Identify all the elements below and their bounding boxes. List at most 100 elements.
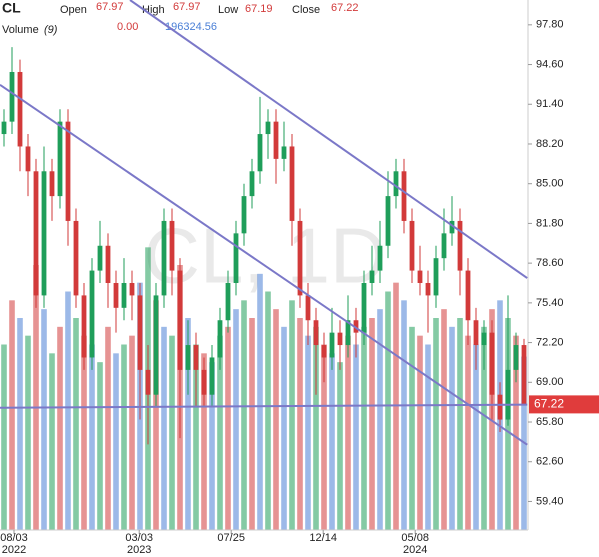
candle-body <box>281 146 287 159</box>
candle-body <box>81 295 87 358</box>
candle-body <box>105 245 111 283</box>
y-tick-label: 81.80 <box>536 217 564 229</box>
volume-bar <box>209 362 215 530</box>
volume-bar <box>457 318 463 530</box>
volume-bar <box>441 309 447 530</box>
volume-bar <box>433 318 439 530</box>
volume-bar <box>425 344 431 530</box>
candle-body <box>97 245 103 271</box>
candle-body <box>377 245 383 271</box>
y-tick-label: 72.20 <box>536 336 564 348</box>
volume-bar <box>105 326 111 530</box>
volume-bar <box>473 344 479 530</box>
volume-period: (9) <box>44 24 58 36</box>
volume-bar <box>377 309 383 530</box>
candle-body <box>409 220 415 271</box>
volume-bar <box>249 318 255 530</box>
candle-body <box>497 394 503 420</box>
volume-bar <box>161 326 167 530</box>
volume-bar <box>113 353 119 530</box>
open-label: Open <box>60 4 87 16</box>
y-tick-label: 62.60 <box>536 456 564 468</box>
candle-body <box>337 332 343 346</box>
candle-body <box>353 320 359 333</box>
volume-bar <box>193 344 199 530</box>
volume-bar <box>81 335 87 530</box>
volume-bar <box>233 309 239 530</box>
candle-body <box>521 345 527 405</box>
volume-bar <box>449 326 455 530</box>
y-tick-label: 91.40 <box>536 98 564 110</box>
candle-body <box>177 270 183 370</box>
candle-body <box>265 121 271 135</box>
volume-bar <box>201 353 207 530</box>
candle-body <box>441 233 447 259</box>
open-value: 67.97 <box>96 1 124 13</box>
y-tick-label: 78.60 <box>536 257 564 269</box>
candle-body <box>393 171 399 197</box>
watermark: CL, 1D <box>144 212 387 300</box>
candle-body <box>481 332 487 346</box>
volume-bar <box>361 326 367 530</box>
last-price-tag <box>529 395 599 414</box>
volume-bar <box>321 344 327 530</box>
candle-body <box>209 357 215 395</box>
volume-bar <box>329 353 335 530</box>
symbol: CL <box>2 0 21 16</box>
candle-body <box>161 220 167 296</box>
candle-body <box>145 369 151 395</box>
volume-bar <box>121 344 127 530</box>
volume-bar <box>89 344 95 530</box>
volume-bar <box>153 300 159 530</box>
candle-body <box>65 121 71 221</box>
x-tick-year: 2023 <box>127 544 151 556</box>
volume-bar <box>25 335 31 530</box>
volume-bar <box>17 318 23 530</box>
candle-body <box>217 320 223 358</box>
x-tick-year: 2022 <box>2 544 26 556</box>
volume-bar <box>1 344 7 530</box>
candle-body <box>329 332 335 358</box>
candle-body <box>129 282 135 296</box>
volume-bar <box>481 326 487 530</box>
volume-bar <box>273 309 279 530</box>
volume-bar <box>225 326 231 530</box>
candle-body <box>289 146 295 221</box>
candle-body <box>153 295 159 395</box>
x-tick-label: 05/08 <box>401 532 429 544</box>
candle-body <box>513 345 519 370</box>
candle-body <box>417 270 423 283</box>
candle-body <box>401 171 407 221</box>
low-label: Low <box>218 4 238 16</box>
candle-body <box>193 345 199 370</box>
volume-value: 0.00 <box>117 21 138 33</box>
low-value: 67.19 <box>245 3 273 15</box>
volume-bar <box>345 335 351 530</box>
last-price-label: 67.22 <box>534 397 564 411</box>
candle-body <box>33 171 39 296</box>
candle-body <box>457 220 463 271</box>
candle-body <box>505 369 511 420</box>
volume-bar <box>281 326 287 530</box>
volume-bar <box>185 318 191 530</box>
volume-bar <box>513 335 519 530</box>
candle-body <box>169 220 175 271</box>
volume-bar <box>409 326 415 530</box>
volume-bar <box>33 265 39 530</box>
x-tick-label: 07/25 <box>217 532 245 544</box>
candle-body <box>425 282 431 296</box>
candle-body <box>89 270 95 358</box>
candle-body <box>113 282 119 308</box>
candle-body <box>249 171 255 197</box>
volume-bar <box>369 318 375 530</box>
volume-bar <box>289 300 295 530</box>
candle-body <box>137 295 143 370</box>
candle-body <box>465 270 471 321</box>
candle-body <box>225 282 231 321</box>
volume-bar <box>417 335 423 530</box>
candle-body <box>73 220 79 296</box>
close-value: 67.22 <box>331 2 359 14</box>
candle-body <box>1 121 7 135</box>
candle-body <box>49 171 55 197</box>
